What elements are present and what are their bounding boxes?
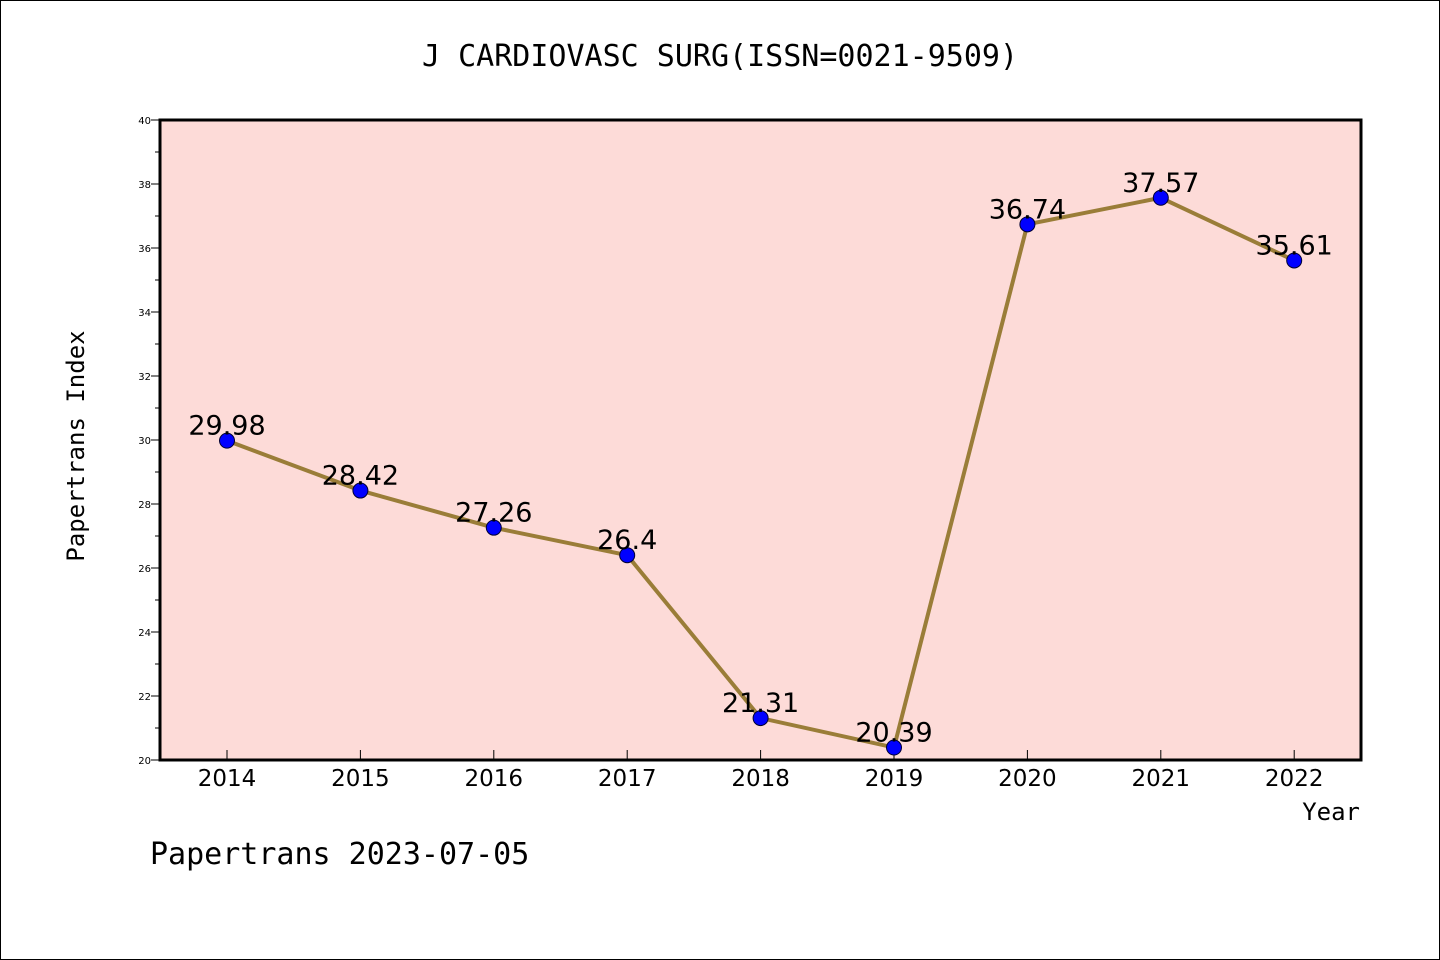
y-axis: 20 22 24 26 28 30 32 34 36 38 40 (138, 116, 160, 767)
data-markers (219, 189, 1303, 756)
y-tick-label: 40 (138, 116, 151, 127)
y-tick-label: 20 (138, 756, 151, 767)
y-tick-label: 32 (138, 372, 151, 383)
data-label: 27.26 (455, 498, 532, 529)
data-label: 35.61 (1256, 230, 1333, 261)
chart-title: J CARDIOVASC SURG(ISSN=0021-9509) (422, 39, 1018, 74)
data-label: 37.57 (1122, 168, 1199, 199)
data-label: 36.74 (989, 194, 1066, 225)
y-tick-label: 38 (138, 180, 151, 191)
data-point (752, 710, 769, 727)
y-tick-label: 30 (138, 436, 151, 447)
y-tick-label: 26 (138, 564, 151, 575)
y-axis-label: Papertrans Index (62, 330, 90, 561)
data-point (1152, 189, 1169, 206)
data-point (352, 482, 369, 499)
y-tick-label: 36 (138, 244, 151, 255)
data-point (619, 547, 636, 564)
data-point (485, 519, 502, 536)
data-label: 21.31 (722, 688, 799, 719)
y-tick-label: 28 (138, 500, 151, 511)
y-tick-label: 34 (138, 308, 151, 319)
x-tick-label: 2019 (865, 766, 924, 792)
x-tick-label: 2017 (598, 766, 657, 792)
x-tick-label: 2016 (465, 766, 524, 792)
y-tick-label: 22 (138, 692, 151, 703)
x-tick-label: 2021 (1132, 766, 1191, 792)
x-tick-label: 2014 (198, 766, 257, 792)
data-point (1286, 252, 1303, 269)
plot-area (160, 120, 1361, 760)
y-tick-label: 24 (138, 628, 151, 639)
data-label: 20.39 (855, 718, 932, 749)
data-point (886, 739, 902, 756)
data-label: 29.98 (188, 411, 265, 442)
data-label: 28.42 (322, 461, 399, 492)
footer-watermark: Papertrans 2023-07-05 (150, 837, 529, 872)
x-tick-label: 2015 (331, 766, 390, 792)
data-point (1019, 216, 1036, 233)
data-labels: 29.98 28.42 27.26 26.4 21.31 20.39 36.74 37.57 3… (188, 168, 1332, 749)
x-tick-label: 2022 (1265, 766, 1324, 792)
plot-border (158, 118, 1363, 762)
x-tick-label: 2018 (731, 766, 790, 792)
data-label: 26.4 (597, 525, 657, 556)
data-point (219, 432, 235, 449)
x-axis-label: Year (1302, 798, 1360, 826)
x-tick-label: 2020 (998, 766, 1057, 792)
x-axis: 2014 2015 2016 2017 2018 2019 2020 2021 2022 (198, 750, 1324, 792)
